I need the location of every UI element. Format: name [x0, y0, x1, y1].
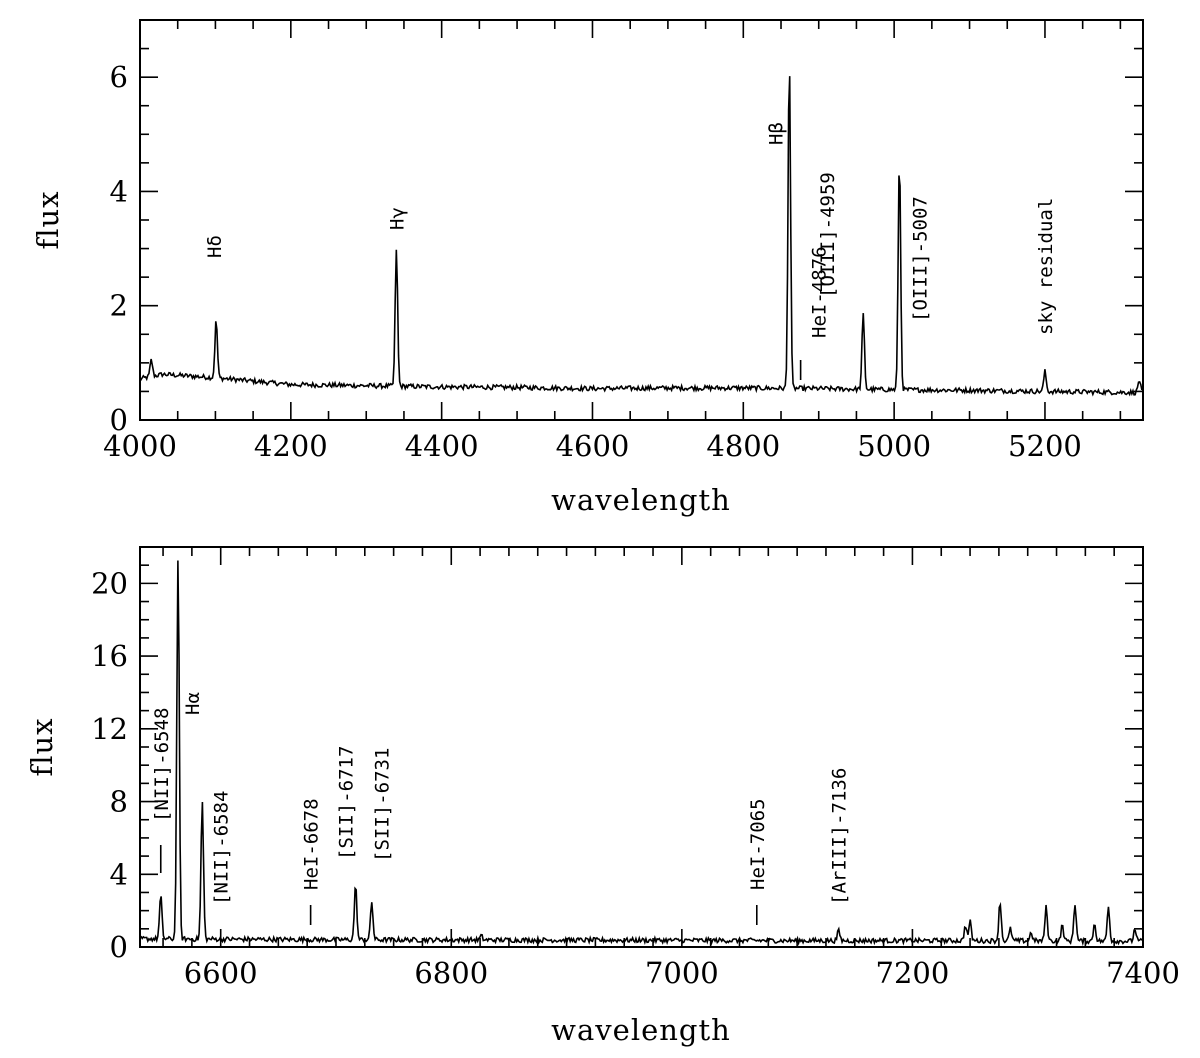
line-label: [OIII]-4959	[817, 172, 839, 298]
plot-frame	[139, 546, 1144, 948]
spectrum-line	[139, 76, 1143, 397]
x-tick-label: 6800	[414, 956, 488, 990]
y-tick-label: 2	[110, 289, 128, 323]
x-tick-label: 7200	[876, 956, 950, 990]
line-label: [OIII]-5007	[909, 196, 931, 322]
line-label: HeI-4876	[809, 246, 831, 338]
spectrum-panel-red: 6600 6800 7000 7200 7400 0 4 8 12 16 20 [NII]-654…	[25, 546, 1180, 1047]
line-label: Hβ	[765, 122, 787, 145]
x-tick-label: 4400	[405, 429, 479, 463]
y-tick-label: 16	[91, 639, 128, 673]
line-label: HeI-6678	[301, 798, 323, 890]
x-tick-label: 5000	[857, 429, 931, 463]
axis-ticks	[139, 19, 1143, 421]
x-tick-labels: 4000 4200 4400 4600 4800 5000 5200	[103, 429, 1082, 463]
x-tick-label: 6600	[184, 956, 258, 990]
y-tick-label: 0	[110, 930, 128, 964]
y-tick-label: 6	[110, 60, 128, 94]
line-label: HeI-7065	[747, 798, 769, 890]
x-tick-label: 4600	[556, 429, 630, 463]
line-labels: [NII]-6548 Hα [NII]-6584 HeI-6678 [SII]-6717…	[151, 692, 851, 925]
plot-frame	[139, 19, 1144, 421]
spectrum-panel-blue: 4000 4200 4400 4600 4800 5000 5200 0 2 4 6 Hδ Hγ Hβ…	[31, 19, 1144, 517]
x-tick-label: 4800	[706, 429, 780, 463]
x-tick-label: 7000	[645, 956, 719, 990]
y-axis-label: flux	[25, 717, 59, 776]
line-label: [SII]-6717	[336, 746, 358, 860]
x-tick-label: 5200	[1008, 429, 1082, 463]
y-tick-label: 20	[91, 566, 128, 600]
line-label: Hγ	[386, 207, 408, 230]
y-tick-label: 0	[110, 403, 128, 437]
spectrum-line	[139, 560, 1144, 947]
line-label: Hδ	[204, 235, 226, 258]
axis-ticks	[140, 546, 1144, 948]
line-label: Hα	[182, 692, 204, 715]
x-tick-labels: 6600 6800 7000 7200 7400	[184, 956, 1180, 990]
x-axis-label: wavelength	[551, 1013, 731, 1047]
y-tick-label: 12	[91, 712, 128, 746]
x-axis-label: wavelength	[551, 483, 731, 517]
line-labels: Hδ Hγ Hβ HeI-4876[OIII]-4959 [OIII]-5007 sky …	[204, 122, 1057, 380]
line-label: [NII]-6584	[210, 791, 232, 905]
y-tick-label: 4	[110, 174, 128, 208]
line-label: sky residual	[1035, 198, 1057, 335]
line-label: [SII]-6731	[372, 748, 394, 862]
y-axis-label: flux	[31, 190, 65, 249]
line-label: [ArIII]-7136	[829, 768, 851, 905]
y-tick-labels: 0 2 4 6	[110, 60, 128, 437]
line-label: [NII]-6548	[151, 708, 173, 822]
y-tick-label: 4	[110, 857, 128, 891]
y-tick-labels: 0 4 8 12 16 20	[91, 566, 128, 964]
y-tick-label: 8	[110, 785, 128, 819]
x-tick-label: 4000	[103, 429, 177, 463]
x-tick-label: 4200	[254, 429, 328, 463]
x-tick-label: 7400	[1106, 956, 1180, 990]
